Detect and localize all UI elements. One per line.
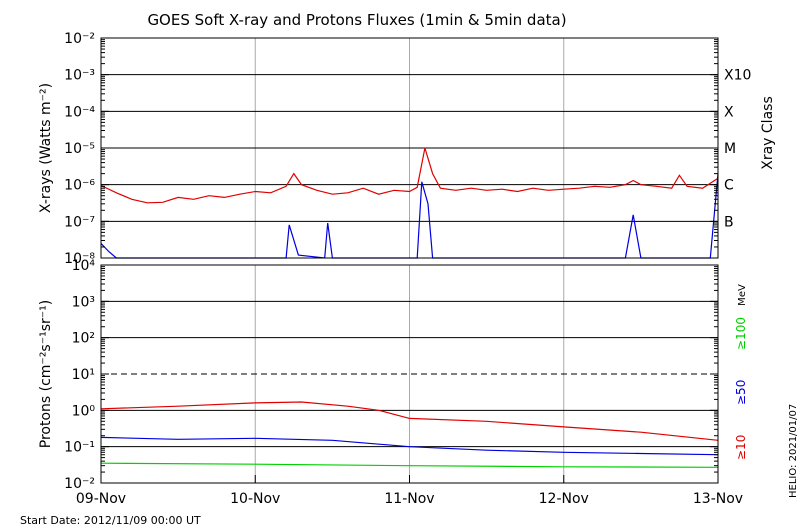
protons-ylabel: Protons (cm⁻²s⁻¹sr⁻¹)	[38, 300, 54, 449]
y-tick-label: 10³	[72, 294, 95, 310]
x-day-label: 12-Nov	[539, 491, 589, 507]
chart-title: GOES Soft X-ray and Protons Fluxes (1min…	[147, 11, 566, 29]
xray-ylabel: X-rays (Watts m⁻²)	[38, 83, 54, 213]
xray-class-label: X	[724, 104, 734, 120]
y-tick-label: 10⁴	[72, 258, 96, 274]
proton-series-2	[100, 462, 719, 468]
legend-0: ≥10	[734, 435, 748, 460]
y-tick-label: 10⁻²	[64, 31, 95, 47]
y-tick-label: 10⁻⁸	[64, 251, 95, 267]
xray-class-axis-label: Xray Class	[760, 96, 776, 170]
y-tick-label: 10⁻⁷	[64, 214, 95, 230]
x-day-label: 10-Nov	[230, 491, 280, 507]
legend-1: ≥50	[734, 380, 748, 405]
x-day-label: 13-Nov	[693, 491, 743, 507]
y-tick-label: 10⁻⁴	[64, 104, 95, 120]
y-tick-label: 10¹	[72, 367, 95, 383]
xray-class-label: C	[724, 178, 734, 194]
helio-stamp: HELIO: 2021/01/07	[788, 404, 799, 498]
y-tick-label: 10²	[72, 331, 95, 347]
xray-class-label: B	[724, 214, 734, 230]
y-tick-label: 10⁻⁵	[64, 141, 95, 157]
proton-series-0	[100, 401, 719, 441]
y-tick-label: 10⁻⁶	[64, 178, 95, 194]
xray-class-label: X10	[724, 68, 751, 84]
y-tick-label: 10⁻³	[64, 68, 95, 84]
y-tick-label: 10⁰	[72, 403, 96, 419]
xray-series-0	[100, 147, 719, 204]
proton-series-1	[100, 436, 719, 456]
y-tick-label: 10⁻¹	[64, 440, 95, 456]
x-day-label: 09-Nov	[76, 491, 126, 507]
xray-class-label: M	[724, 141, 736, 157]
legend-2: ≥100	[734, 317, 748, 350]
start-date: Start Date: 2012/11/09 00:00 UT	[20, 514, 201, 527]
y-tick-label: 10⁻²	[64, 476, 95, 492]
x-day-label: 11-Nov	[384, 491, 434, 507]
mev-label: MeV	[737, 284, 748, 306]
